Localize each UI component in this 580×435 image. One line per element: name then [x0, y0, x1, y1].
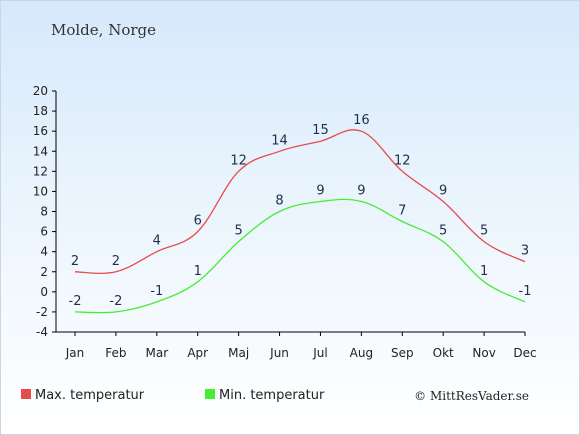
- min-temperature-label: 1: [194, 264, 202, 279]
- min-temperature-label: 1: [480, 264, 488, 279]
- max-temperature-label: 6: [194, 214, 202, 229]
- x-tick-label: Jun: [269, 346, 289, 360]
- max-temperature-label: 3: [521, 244, 529, 259]
- legend-label-max: Max. temperatur: [35, 388, 145, 403]
- max-temperature-line: [74, 129, 526, 275]
- legend-label-min: Min. temperatur: [219, 388, 325, 403]
- series-lines: [74, 129, 526, 314]
- y-tick-label: 18: [33, 104, 48, 118]
- x-tick-label: Nov: [472, 346, 495, 360]
- max-temperature-label: 14: [271, 133, 288, 148]
- x-tick-label: Sep: [391, 346, 414, 360]
- max-temperature-label: 16: [353, 113, 370, 128]
- max-temperature-label: 12: [230, 153, 247, 168]
- y-tick-labels: -4 -2 0 2 4 6 8 10 12 14 16 18 20: [33, 84, 48, 339]
- min-temperature-label: 9: [316, 183, 324, 198]
- y-tick-label: 0: [40, 285, 48, 299]
- y-tick-label: -4: [36, 325, 48, 339]
- x-tick-label: Okt: [433, 346, 454, 360]
- min-temperature-label: 5: [439, 224, 447, 239]
- x-tick-label: Aug: [350, 346, 373, 360]
- legend-swatch-max: [21, 389, 31, 399]
- y-tick-label: 4: [40, 245, 48, 259]
- axes: [52, 90, 526, 336]
- max-temperature-label: 12: [394, 153, 411, 168]
- y-tick-label: 6: [40, 225, 48, 239]
- legend-swatch-min: [205, 389, 215, 399]
- min-temperature-label: 5: [234, 224, 242, 239]
- max-temperature-label: 2: [112, 254, 120, 269]
- y-tick-label: 10: [33, 184, 48, 198]
- legend: Max. temperatur Min. temperatur: [21, 388, 325, 403]
- x-tick-label: Maj: [228, 346, 249, 360]
- min-temperature-label: -1: [150, 284, 163, 299]
- min-temperature-label: 9: [357, 183, 365, 198]
- min-temperature-line: [74, 198, 526, 314]
- x-tick-label: Feb: [105, 346, 126, 360]
- location-title: Molde, Norge: [51, 21, 157, 39]
- x-tick-label: Apr: [187, 346, 208, 360]
- min-temperature-label: -2: [109, 294, 122, 309]
- x-tick-label: Jan: [65, 346, 85, 360]
- y-tick-label: 16: [33, 124, 48, 138]
- min-temperature-label: 8: [275, 194, 283, 209]
- y-tick-label: 12: [33, 164, 48, 178]
- x-tick-label: Mar: [145, 346, 168, 360]
- y-tick-label: 14: [33, 144, 48, 158]
- x-tick-label: Dec: [513, 346, 536, 360]
- max-temperature-label: 15: [312, 123, 329, 138]
- min-temperature-label: -1: [519, 284, 532, 299]
- max-temperature-label: 5: [480, 224, 488, 239]
- x-tick-labels: Jan Feb Mar Apr Maj Jun Jul Aug Sep Okt Nov Dec: [65, 346, 537, 360]
- y-tick-label: 8: [40, 205, 48, 219]
- x-tick-label: Jul: [312, 346, 327, 360]
- y-tick-label: -2: [36, 305, 48, 319]
- copyright-notice: © MittResVader.se: [414, 389, 529, 403]
- max-temperature-label: 2: [71, 254, 79, 269]
- min-temperature-label: 7: [398, 204, 406, 219]
- y-tick-label: 20: [33, 84, 48, 98]
- max-temperature-label: 4: [153, 234, 161, 249]
- y-tick-label: 2: [40, 265, 48, 279]
- min-temperature-label: -2: [69, 294, 82, 309]
- max-temperature-label: 9: [439, 183, 447, 198]
